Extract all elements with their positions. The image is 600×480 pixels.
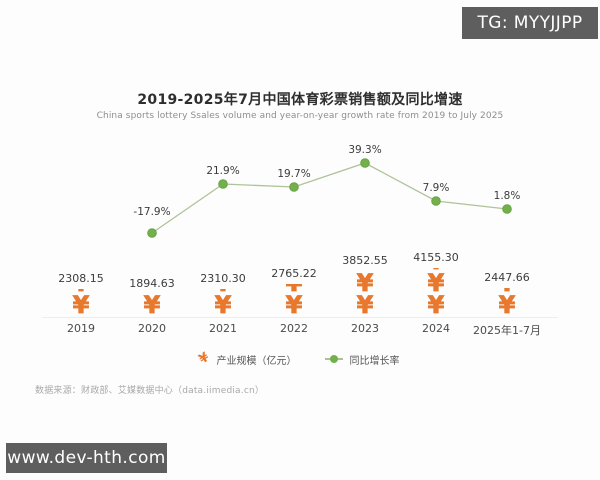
website-watermark-text: www.dev-hth.com <box>7 448 166 468</box>
growth-value-label: 1.8% <box>493 190 521 202</box>
yuan-icon: ¥ <box>356 291 374 316</box>
yuan-icon: ¥ <box>72 291 90 316</box>
sales-value-label: 2765.22 <box>271 267 317 280</box>
growth-dot <box>218 179 228 189</box>
data-source-note: 数据来源：财政部、艾媒数据中心（data.iimedia.cn） <box>35 386 265 396</box>
legend-label-growth: 同比增长率 <box>349 355 400 367</box>
website-watermark-badge: www.dev-hth.com <box>6 443 167 473</box>
x-axis-label: 2021 <box>209 322 237 335</box>
growth-dot <box>360 158 370 168</box>
yuan-pictograph-icon: ¥ <box>196 349 213 368</box>
sales-value-label: 3852.55 <box>342 254 388 267</box>
chart-legend: ¥ 产业规模（亿元） 同比增长率 <box>0 350 600 368</box>
yuan-pictograph: ¥¥ <box>281 284 307 316</box>
yuan-icon: ¥ <box>214 291 232 316</box>
yuan-icon: ¥ <box>494 288 520 295</box>
x-axis-label: 2025年1-7月 <box>473 324 541 337</box>
growth-value-label: 21.9% <box>206 165 240 177</box>
legend-item-growth: 同比增长率 <box>324 352 400 367</box>
x-axis-label: 2023 <box>351 322 379 335</box>
sales-value-label: 4155.30 <box>413 251 459 264</box>
yuan-icon: ¥ <box>68 289 94 295</box>
yuan-icon: ¥ <box>210 289 236 295</box>
yuan-pictograph: ¥¥¥ <box>352 271 378 316</box>
x-axis-label: 2020 <box>138 322 166 335</box>
telegram-watermark-text: TG: MYYJJPP <box>477 13 583 33</box>
line-dot-icon <box>324 358 343 360</box>
chart-title: 2019-2025年7月中国体育彩票销售额及同比增速 <box>137 92 463 108</box>
yuan-pictograph: ¥ <box>139 294 165 316</box>
yuan-icon: ¥ <box>427 291 445 316</box>
growth-dot <box>431 196 441 206</box>
yuan-icon: ¥ <box>427 269 445 297</box>
yuan-icon: ¥ <box>498 291 516 316</box>
yuan-icon: ¥ <box>423 268 449 273</box>
yuan-icon: ¥ <box>352 271 378 273</box>
growth-dot <box>147 228 157 238</box>
x-axis-label: 2019 <box>67 322 95 335</box>
sales-value-label: 1894.63 <box>129 277 175 290</box>
growth-value-label: 19.7% <box>277 168 311 180</box>
x-axis-label: 2024 <box>422 322 450 335</box>
yuan-pictograph: ¥¥¥ <box>423 268 449 316</box>
chart-subtitle: China sports lottery Ssales volume and y… <box>96 111 504 121</box>
sales-value-label: 2447.66 <box>484 271 530 284</box>
sales-value-label: 2308.15 <box>58 272 104 285</box>
legend-label-sales: 产业规模（亿元） <box>216 355 297 367</box>
growth-line <box>151 162 508 234</box>
growth-dot <box>289 182 299 192</box>
growth-value-label: 39.3% <box>348 144 382 156</box>
yuan-icon: ¥ <box>143 294 161 316</box>
yuan-icon: ¥ <box>281 284 307 295</box>
yuan-icon: ¥ <box>285 291 303 316</box>
telegram-watermark-badge: TG: MYYJJPP <box>462 7 598 39</box>
yuan-pictograph: ¥¥ <box>494 288 520 316</box>
sales-value-label: 2310.30 <box>200 272 246 285</box>
growth-value-label: -17.9% <box>133 206 171 218</box>
growth-dot <box>502 204 512 214</box>
legend-item-sales: ¥ 产业规模（亿元） <box>196 349 297 368</box>
yuan-pictograph: ¥¥ <box>210 289 236 316</box>
yuan-icon: ¥ <box>356 271 374 297</box>
yuan-pictograph: ¥¥ <box>68 289 94 316</box>
growth-value-label: 7.9% <box>422 182 450 194</box>
x-axis-baseline <box>42 317 558 318</box>
x-axis-label: 2022 <box>280 322 308 335</box>
